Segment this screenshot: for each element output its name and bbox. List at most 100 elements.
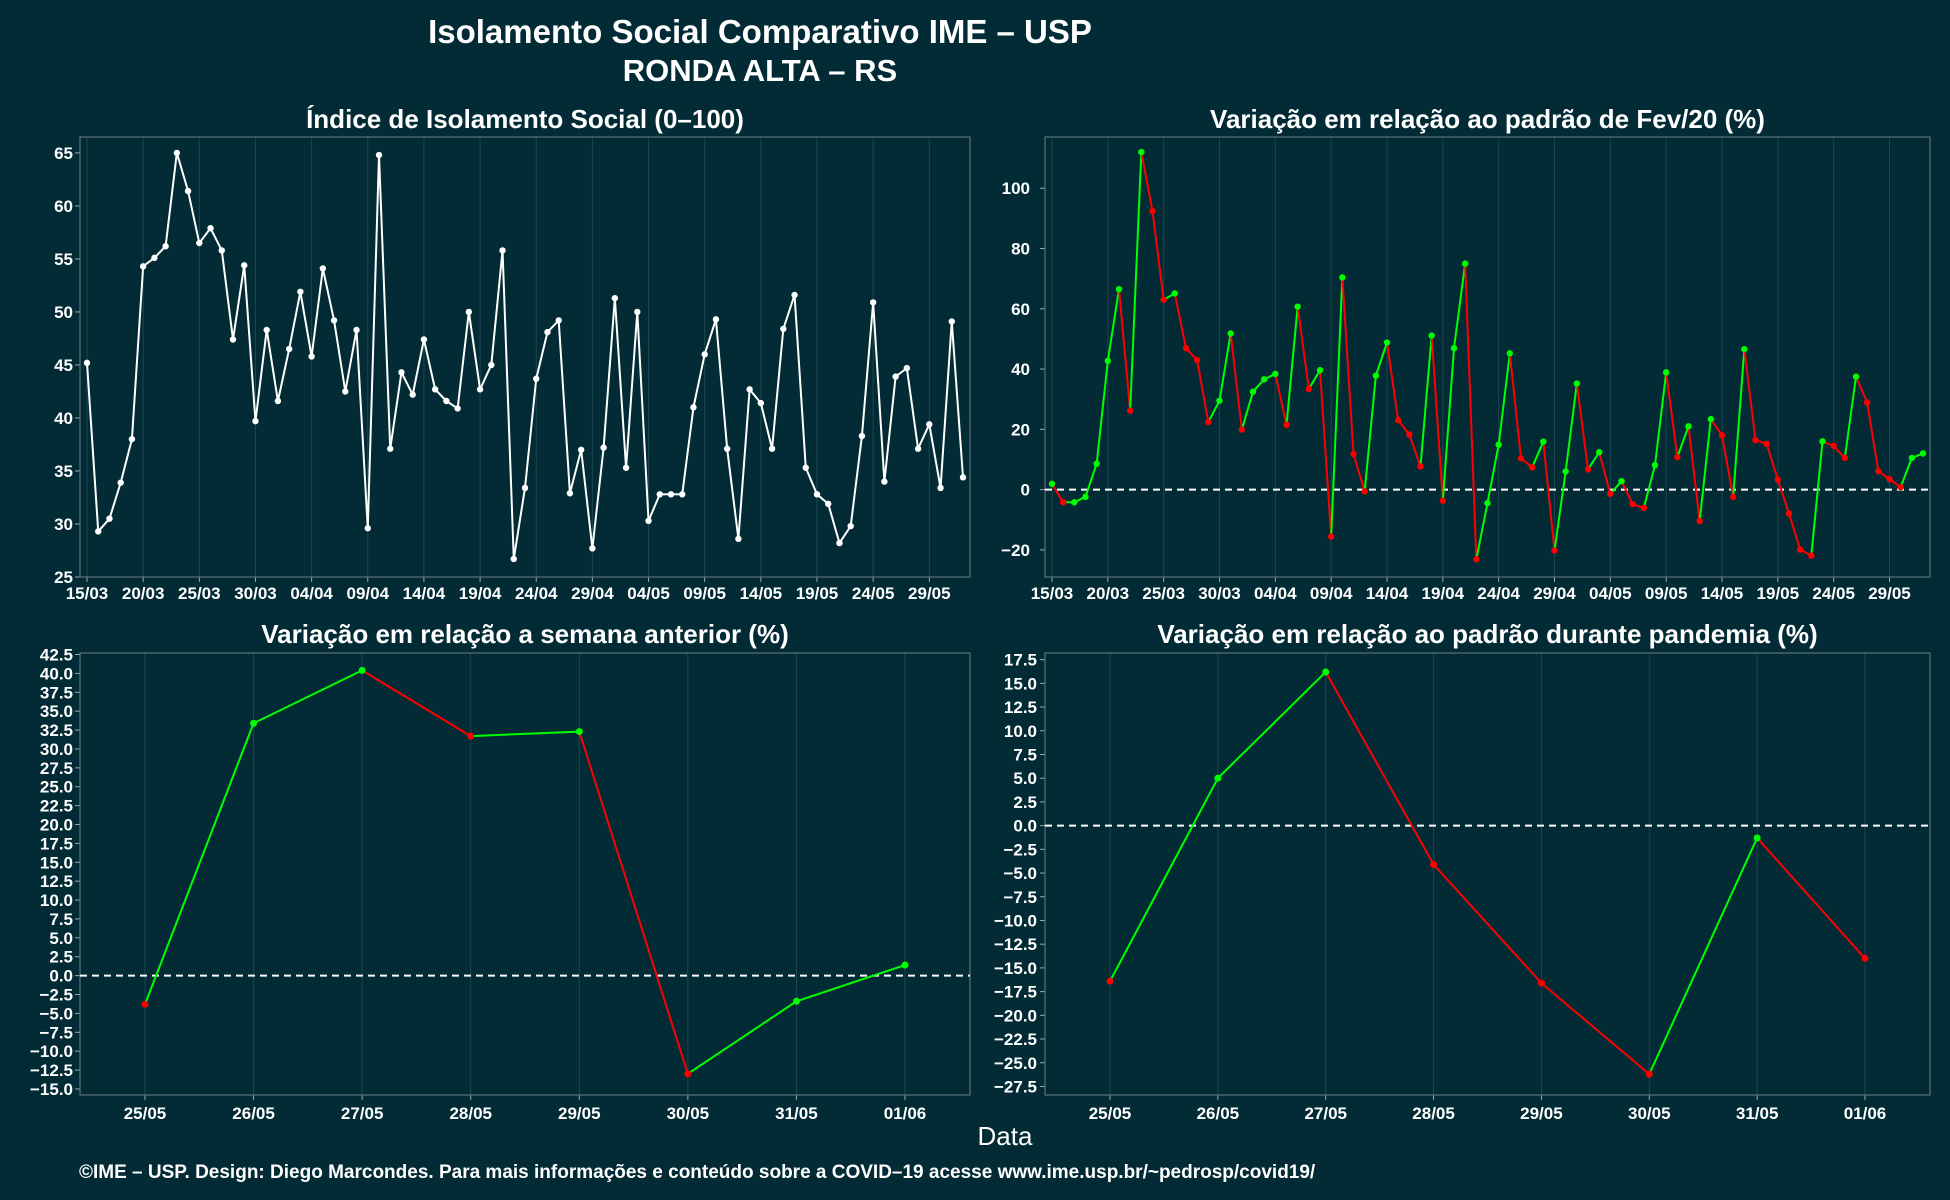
data-point <box>342 388 349 395</box>
x-tick-label: 20/03 <box>1087 584 1130 603</box>
series-segment <box>422 339 437 390</box>
x-tick-label: 14/05 <box>1701 584 1744 603</box>
series-segment <box>1341 277 1355 455</box>
data-point <box>1216 397 1223 404</box>
data-point <box>948 318 955 325</box>
data-point <box>1372 372 1380 379</box>
panel-title: Variação em relação ao padrão durante pa… <box>1157 619 1817 649</box>
panel-variation-previous-week: Variação em relação a semana anterior (%… <box>30 619 971 1123</box>
series-segment <box>1788 513 1802 550</box>
data-point <box>173 149 181 157</box>
series-segment <box>681 407 695 495</box>
data-point <box>141 1000 149 1008</box>
series-segment <box>400 371 414 396</box>
x-tick-label: 19/05 <box>1757 584 1800 603</box>
series-segment <box>759 402 774 449</box>
y-tick-label: 5.0 <box>1013 769 1037 788</box>
y-tick-label: −25.0 <box>994 1054 1037 1073</box>
series-segment <box>299 291 313 357</box>
data-point <box>139 263 147 270</box>
data-point <box>196 239 203 247</box>
y-tick-label: 10.0 <box>40 891 73 910</box>
data-point <box>1863 399 1871 406</box>
series-segment <box>1765 443 1779 480</box>
data-point <box>387 445 394 452</box>
data-point <box>1528 464 1536 471</box>
data-point <box>544 328 551 336</box>
series-segment <box>1274 373 1288 426</box>
series-segment <box>1118 289 1132 411</box>
series-segment <box>1721 435 1735 498</box>
x-tick-label: 27/05 <box>341 1104 384 1123</box>
x-tick-label: 26/05 <box>232 1104 275 1123</box>
data-point <box>712 316 720 323</box>
series-segment <box>1129 152 1143 411</box>
x-tick-label: 25/05 <box>124 1104 167 1123</box>
series-segment <box>333 320 347 392</box>
series-segment <box>321 268 336 321</box>
y-tick-label: 40 <box>54 409 73 428</box>
data-point <box>684 1070 692 1078</box>
y-tick-label: −15.0 <box>994 959 1037 978</box>
y-tick-label: −27.5 <box>994 1077 1037 1096</box>
panel-variation-feb20: Variação em relação ao padrão de Fev/20 … <box>1001 104 1931 603</box>
series-segment <box>1352 453 1366 492</box>
series-segment <box>1486 444 1500 504</box>
series-segment <box>883 376 897 482</box>
x-tick-label: 24/04 <box>515 584 558 603</box>
series-segment <box>361 669 472 737</box>
panel-title: Índice de Isolamento Social (0–100) <box>306 104 744 134</box>
series-segment <box>1598 451 1612 495</box>
data-point <box>1104 357 1112 365</box>
series-segment <box>344 329 358 392</box>
data-point <box>467 732 475 740</box>
series-segment <box>1508 353 1522 459</box>
data-point <box>1138 148 1145 156</box>
series-segment <box>1196 359 1210 423</box>
series-segment <box>108 482 122 519</box>
x-tick-label: 09/04 <box>346 584 389 603</box>
data-point <box>184 187 192 195</box>
data-point <box>263 326 270 334</box>
data-point <box>690 404 697 411</box>
data-point <box>409 391 416 398</box>
y-tick-label: −20 <box>1001 541 1030 560</box>
series-segment <box>1084 463 1098 498</box>
x-tick-label: 29/04 <box>571 584 614 603</box>
data-point <box>1741 345 1748 353</box>
series-segment <box>479 364 493 390</box>
data-point <box>454 405 461 412</box>
series-segment <box>1810 441 1824 556</box>
y-tick-label: 30.0 <box>40 740 73 759</box>
series-segment <box>1140 151 1154 212</box>
data-point <box>611 294 619 302</box>
series-segment <box>578 731 689 1075</box>
data-point <box>1238 426 1246 433</box>
x-tick-label: 19/04 <box>459 584 502 603</box>
data-point <box>1439 497 1447 504</box>
data-point <box>1339 274 1346 281</box>
data-point <box>1696 517 1703 525</box>
data-point <box>443 397 450 405</box>
x-tick-label: 01/06 <box>1844 1104 1887 1123</box>
series-segment <box>1240 391 1254 430</box>
series-segment <box>1855 376 1869 403</box>
series-segment <box>726 448 740 539</box>
x-tick-label: 09/05 <box>683 584 726 603</box>
y-tick-label: −10.0 <box>30 1042 73 1061</box>
series-segment <box>130 266 145 440</box>
series-segment <box>872 302 886 482</box>
series-segment <box>187 190 201 244</box>
x-tick-label: 29/04 <box>1533 584 1576 603</box>
series-segment <box>490 250 504 366</box>
x-tick-label: 30/05 <box>667 1104 710 1123</box>
series-segment <box>827 503 841 544</box>
data-point <box>83 359 91 367</box>
data-point <box>1875 468 1882 475</box>
data-point <box>1450 345 1458 352</box>
data-point <box>285 345 293 353</box>
data-point <box>274 397 282 405</box>
y-tick-label: 27.5 <box>40 759 73 778</box>
series-segment <box>378 154 392 449</box>
x-tick-label: 24/05 <box>1812 584 1855 603</box>
